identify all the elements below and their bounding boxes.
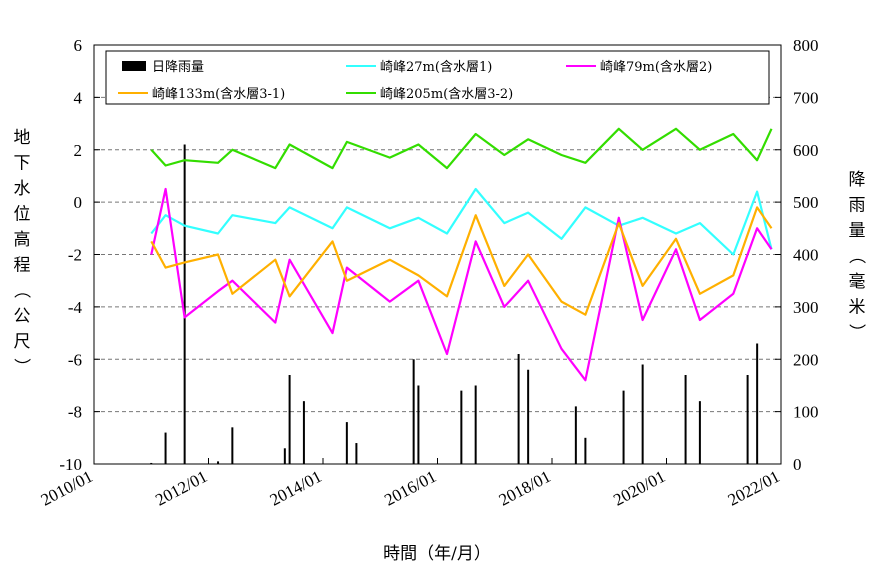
y-tick-label: 6 — [74, 36, 83, 55]
y-tick-label: -8 — [68, 403, 82, 422]
y2-tick-label: 300 — [793, 298, 819, 317]
axis-title-char: 降 — [849, 170, 866, 190]
right-axis-ticks: 0 100 200 300 400 500 600 700 800 — [775, 36, 819, 474]
axis-title-char: 水 — [14, 179, 31, 199]
axis-title-char: 下 — [14, 154, 31, 174]
x-tick-label: 2016/01 — [381, 467, 439, 510]
axis-title-char: （ — [846, 247, 866, 264]
y2-tick-label: 400 — [793, 246, 819, 265]
legend-label: 崎峰79m(含水層2) — [600, 59, 712, 75]
axis-title-char: 尺 — [14, 332, 31, 352]
axis-title-char: 毫 — [849, 272, 866, 292]
y2-axis-title: 降雨量 （ 毫米 ） — [846, 170, 866, 341]
y2-tick-label: 500 — [793, 193, 819, 212]
x-tick-label: 2012/01 — [152, 467, 210, 510]
y2-tick-label: 200 — [793, 350, 819, 369]
legend-label: 日降雨量 — [152, 60, 204, 75]
x-tick-label: 2014/01 — [267, 467, 325, 510]
left-axis-ticks: -10 -8 -6 -4 -2 0 2 4 6 — [59, 36, 100, 474]
axis-title-char: （ — [11, 282, 31, 299]
series-line — [150, 206, 773, 316]
legend: 日降雨量 崎峰27m(含水層1) 崎峰79m(含水層2) 崎峰133m(含水層3-1)… — [105, 50, 770, 105]
series-line — [150, 127, 773, 170]
axis-title-char: 量 — [849, 221, 866, 241]
y-tick-label: 2 — [74, 141, 83, 160]
axis-title-char: 高 — [14, 230, 31, 250]
series-line — [150, 187, 773, 382]
legend-box — [105, 50, 770, 105]
y-tick-label: 4 — [74, 88, 83, 107]
x-axis-title: 時間（年/月） — [383, 544, 491, 564]
y2-tick-label: 100 — [793, 403, 819, 422]
legend-label: 崎峰27m(含水層1) — [380, 59, 492, 75]
axis-title-char: ） — [11, 358, 31, 375]
y2-tick-label: 0 — [793, 455, 802, 474]
legend-label: 崎峰133m(含水層3-1) — [152, 86, 285, 102]
x-tick-label: 2020/01 — [610, 467, 668, 510]
y2-tick-label: 600 — [793, 141, 819, 160]
y-tick-label: -2 — [68, 246, 82, 265]
axis-title-char: 公 — [14, 307, 31, 327]
legend-swatch — [122, 61, 146, 71]
axis-title-char: 雨 — [849, 196, 866, 216]
axis-title-char: 米 — [849, 298, 866, 318]
axis-title-char: 地 — [14, 128, 31, 148]
x-tick-label: 2018/01 — [496, 467, 554, 510]
y-tick-label: 0 — [74, 193, 83, 212]
axis-title-char: ） — [846, 324, 866, 341]
rainfall-bars — [150, 144, 759, 464]
y2-tick-label: 700 — [793, 88, 819, 107]
y-tick-label: -6 — [68, 350, 82, 369]
y-tick-label: -4 — [68, 298, 83, 317]
x-axis-ticks: 2010/01 2012/01 2014/01 2016/01 2018/01 2020/… — [38, 458, 783, 510]
legend-label: 崎峰205m(含水層3-2) — [380, 86, 513, 102]
y-tick-label: -10 — [59, 455, 82, 474]
axis-title-char: 位 — [14, 205, 31, 225]
series-line — [150, 187, 773, 256]
axis-title-char: 程 — [14, 256, 31, 276]
y2-tick-label: 800 — [793, 36, 819, 55]
groundwater-lines — [150, 127, 773, 382]
x-tick-label: 2022/01 — [725, 467, 783, 510]
